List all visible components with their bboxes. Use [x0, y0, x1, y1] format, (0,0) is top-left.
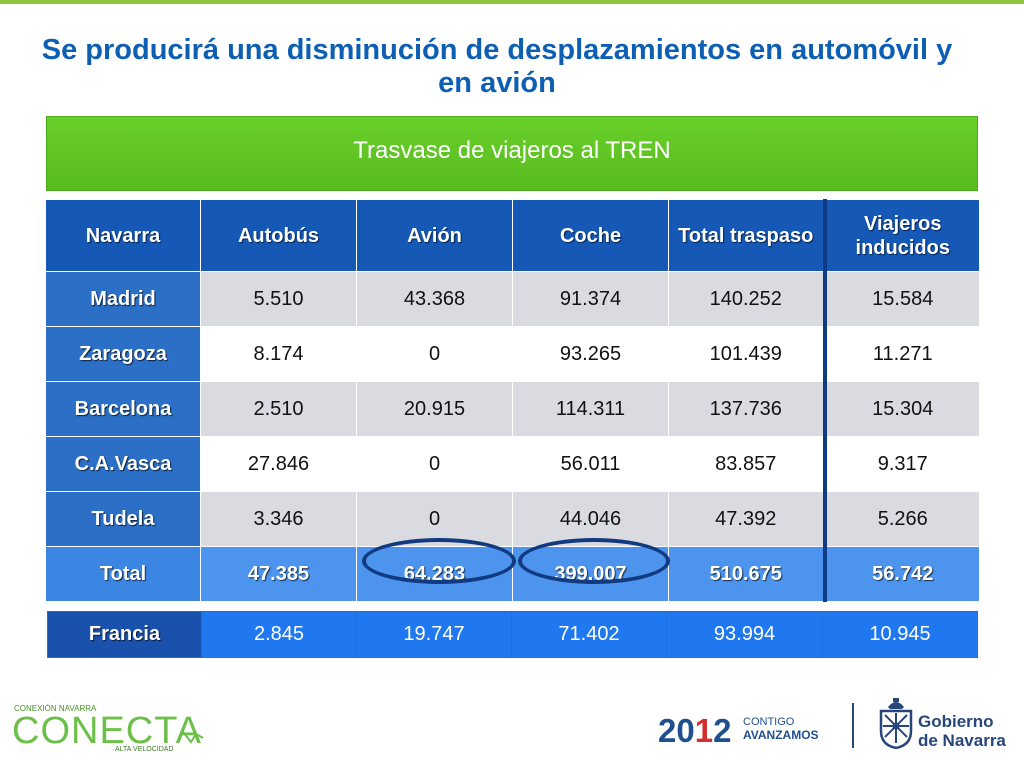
francia-total-traspaso: 93.994	[666, 611, 823, 658]
navarra-shield-icon	[879, 698, 913, 749]
francia-avion: 19.747	[356, 611, 512, 658]
cell-total-traspaso: 140.252	[668, 271, 825, 327]
header-total-traspaso: Total traspaso	[668, 199, 825, 272]
total-traspaso: 510.675	[668, 546, 825, 602]
row-label: Tudela	[45, 491, 201, 547]
year-part-c: 2	[713, 712, 732, 749]
de-navarra-text: de Navarra	[918, 731, 1006, 750]
cell-avion: 0	[356, 436, 513, 492]
table-row: Barcelona 2.510 20.915 114.311 137.736 1…	[45, 381, 980, 437]
row-label: Madrid	[45, 271, 201, 327]
cell-total-traspaso: 137.736	[668, 381, 825, 437]
year-part-a: 20	[658, 712, 695, 749]
section-banner: Trasvase de viajeros al TREN	[46, 116, 978, 191]
cell-coche: 93.265	[512, 326, 669, 382]
header-navarra: Navarra	[45, 199, 201, 272]
table-header-row: Navarra Autobús Avión Coche Total traspa…	[45, 199, 980, 272]
annotation-ellipse-coche	[518, 538, 670, 584]
francia-row: Francia 2.845 19.747 71.402 93.994 10.94…	[47, 611, 978, 658]
header-coche: Coche	[512, 199, 669, 272]
cell-viajeros-inducidos: 15.304	[822, 381, 980, 437]
francia-viajeros-inducidos: 10.945	[822, 611, 978, 658]
francia-autobus: 2.845	[201, 611, 357, 658]
total-viajeros-inducidos: 56.742	[822, 546, 980, 602]
table-row: Madrid 5.510 43.368 91.374 140.252 15.58…	[45, 271, 980, 327]
year-part-b: 1	[694, 712, 714, 749]
cell-autobus: 8.174	[200, 326, 357, 382]
header-autobus: Autobús	[200, 199, 357, 272]
gobierno-text: Gobierno	[918, 712, 994, 731]
contigo-avanzamos: CONTIGO AVANZAMOS	[743, 716, 819, 743]
francia-label: Francia	[47, 611, 202, 658]
total-autobus: 47.385	[200, 546, 357, 602]
banner-text: Trasvase de viajeros al TREN	[353, 137, 671, 164]
cell-viajeros-inducidos: 9.317	[822, 436, 980, 492]
slide-title: Se producirá una disminución de desplaza…	[41, 34, 953, 99]
row-label: Barcelona	[45, 381, 201, 437]
row-label: Zaragoza	[45, 326, 201, 382]
header-avion: Avión	[356, 199, 513, 272]
contigo-text: CONTIGO	[743, 716, 795, 728]
conecta-wave-icon	[182, 731, 204, 744]
conecta-main-text: CONECTA	[12, 710, 202, 752]
cell-autobus: 5.510	[200, 271, 357, 327]
cell-autobus: 27.846	[200, 436, 357, 492]
gobierno-de-navarra-logo: Gobierno de Navarra	[918, 712, 1006, 750]
cell-avion: 20.915	[356, 381, 513, 437]
conecta-top-text: CONEXIÓN NAVARRA	[14, 704, 97, 713]
cell-autobus: 3.346	[200, 491, 357, 547]
conecta-sub-text: ALTA VELOCIDAD	[115, 746, 174, 753]
francia-table: Francia 2.845 19.747 71.402 93.994 10.94…	[47, 611, 978, 658]
cell-total-traspaso: 47.392	[668, 491, 825, 547]
cell-avion: 0	[356, 326, 513, 382]
table-row: Zaragoza 8.174 0 93.265 101.439 11.271	[45, 326, 980, 382]
cell-avion: 43.368	[356, 271, 513, 327]
header-viajeros-inducidos: Viajeros inducidos	[822, 199, 980, 272]
table-row: C.A.Vasca 27.846 0 56.011 83.857 9.317	[45, 436, 980, 492]
cell-coche: 114.311	[512, 381, 669, 437]
cell-coche: 56.011	[512, 436, 669, 492]
cell-total-traspaso: 101.439	[668, 326, 825, 382]
cell-viajeros-inducidos: 15.584	[822, 271, 980, 327]
top-accent-line	[0, 0, 1024, 4]
cell-coche: 91.374	[512, 271, 669, 327]
table-row: Tudela 3.346 0 44.046 47.392 5.266	[45, 491, 980, 547]
year-2012-logo: 2012	[658, 712, 731, 750]
travellers-table: Navarra Autobús Avión Coche Total traspa…	[45, 199, 980, 602]
cell-viajeros-inducidos: 5.266	[822, 491, 980, 547]
francia-coche: 71.402	[511, 611, 667, 658]
logo-divider	[852, 703, 854, 748]
cell-autobus: 2.510	[200, 381, 357, 437]
row-label: C.A.Vasca	[45, 436, 201, 492]
cell-viajeros-inducidos: 11.271	[822, 326, 980, 382]
avanzamos-text: AVANZAMOS	[743, 728, 819, 742]
total-label: Total	[45, 546, 201, 602]
annotation-ellipse-avion	[362, 538, 516, 584]
cell-total-traspaso: 83.857	[668, 436, 825, 492]
conecta-logo: CONEXIÓN NAVARRA CONECTA ALTA VELOCIDAD	[12, 700, 212, 760]
